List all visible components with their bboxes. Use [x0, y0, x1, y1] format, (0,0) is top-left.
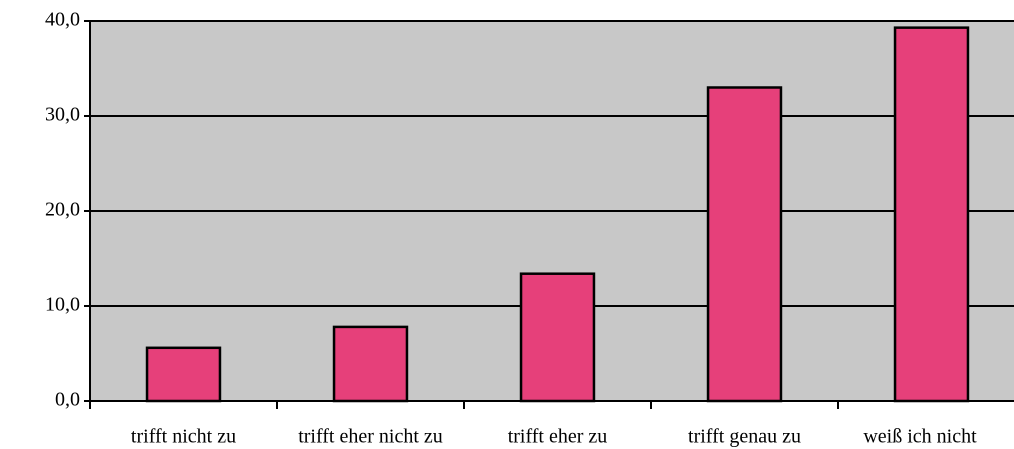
bar	[519, 272, 596, 403]
y-tick-label: 10,0	[45, 294, 80, 316]
x-tick-label: weiß ich nicht	[863, 426, 977, 448]
bar	[706, 86, 783, 403]
y-tick-label: 40,0	[45, 9, 80, 31]
x-tick-label: trifft eher zu	[508, 426, 608, 448]
x-tick-label: trifft genau zu	[688, 426, 801, 448]
y-tick-label: 0,0	[55, 389, 80, 411]
x-tick-label: trifft nicht zu	[131, 426, 236, 448]
bar	[893, 26, 970, 403]
bar	[145, 346, 222, 403]
y-tick-label: 20,0	[45, 199, 80, 221]
bar	[332, 325, 409, 403]
y-tick-label: 30,0	[45, 104, 80, 126]
x-tick-label: trifft eher nicht zu	[298, 426, 443, 448]
